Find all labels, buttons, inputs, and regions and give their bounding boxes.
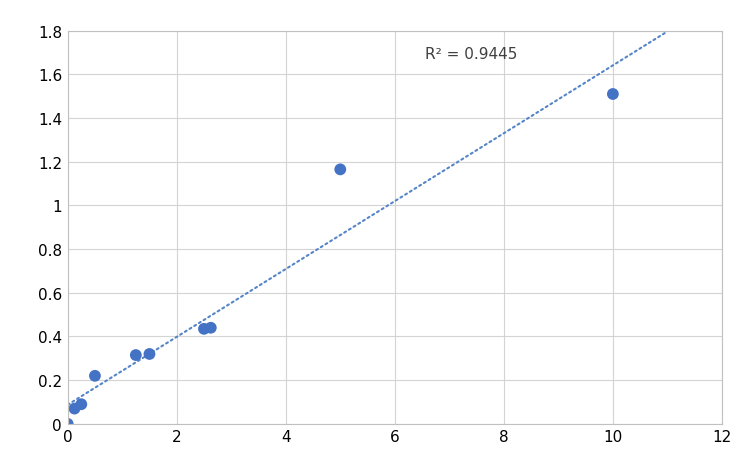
Point [144, 350, 156, 358]
Point [198, 326, 210, 333]
Point [607, 91, 619, 98]
Point [62, 420, 74, 428]
Point [334, 166, 346, 174]
Point [75, 401, 87, 408]
Point [68, 405, 80, 412]
Text: R² = 0.9445: R² = 0.9445 [425, 47, 517, 62]
Point [130, 352, 142, 359]
Point [89, 373, 101, 380]
Point [205, 324, 217, 331]
